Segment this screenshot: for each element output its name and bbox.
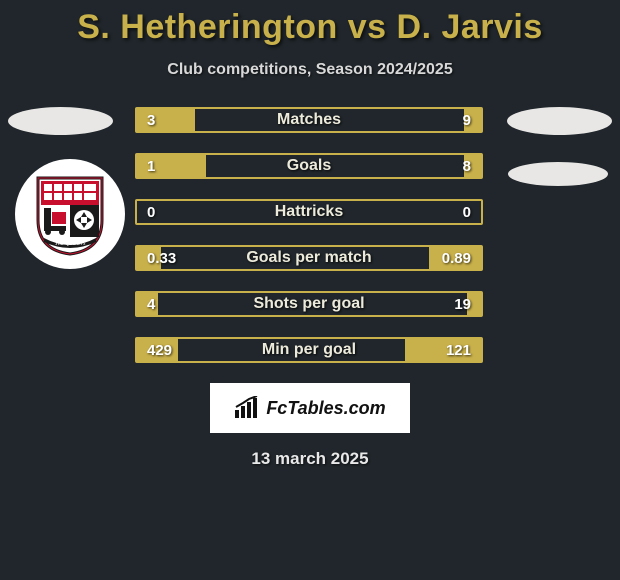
shield-icon: The Quakers bbox=[34, 172, 106, 256]
svg-text:The Quakers: The Quakers bbox=[55, 241, 86, 247]
subtitle: Club competitions, Season 2024/2025 bbox=[0, 61, 620, 79]
stat-label: Matches bbox=[137, 109, 481, 131]
stat-label: Goals per match bbox=[137, 247, 481, 269]
club-badge-left: The Quakers bbox=[15, 159, 125, 269]
comparison-panel: The Quakers 39Matches 18Goals 00Hattricks 0… bbox=[0, 107, 620, 363]
player-left-avatar bbox=[8, 107, 113, 135]
stat-label: Shots per goal bbox=[137, 293, 481, 315]
stat-row: 18Goals bbox=[135, 153, 483, 179]
watermark-text: FcTables.com bbox=[266, 398, 385, 419]
chart-icon bbox=[234, 396, 260, 420]
stat-row: 429121Min per goal bbox=[135, 337, 483, 363]
stat-label: Goals bbox=[137, 155, 481, 177]
stat-label: Min per goal bbox=[137, 339, 481, 361]
stat-row: 0.330.89Goals per match bbox=[135, 245, 483, 271]
stat-row: 39Matches bbox=[135, 107, 483, 133]
date-label: 13 march 2025 bbox=[0, 449, 620, 469]
watermark: FcTables.com bbox=[210, 383, 410, 433]
stat-bars: 39Matches 18Goals 00Hattricks 0.330.89Goals… bbox=[135, 107, 483, 363]
page-title: S. Hetherington vs D. Jarvis bbox=[0, 0, 620, 47]
stat-label: Hattricks bbox=[137, 201, 481, 223]
stat-row: 00Hattricks bbox=[135, 199, 483, 225]
club-badge-right bbox=[508, 162, 608, 186]
stat-row: 419Shots per goal bbox=[135, 291, 483, 317]
player-right-avatar bbox=[507, 107, 612, 135]
